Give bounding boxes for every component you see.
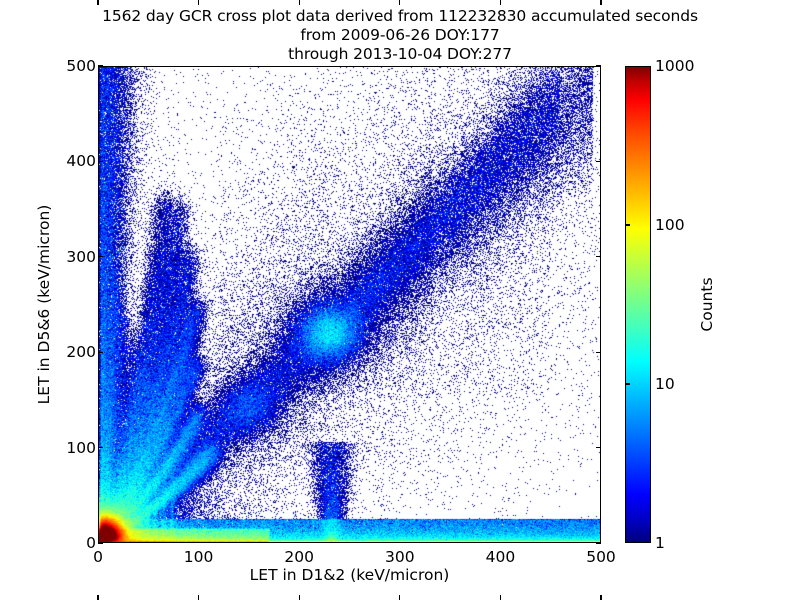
y-tick-label: 400 bbox=[66, 152, 96, 171]
y-tick-mark bbox=[596, 65, 601, 67]
y-tick-label: 200 bbox=[66, 343, 96, 362]
x-tick-mark bbox=[198, 0, 200, 5]
x-tick-mark bbox=[600, 595, 602, 600]
colorbar-tick-mark bbox=[625, 224, 630, 226]
x-tick-mark bbox=[298, 0, 300, 5]
y-tick-mark bbox=[98, 256, 103, 258]
y-tick-mark bbox=[596, 256, 601, 258]
x-tick-mark bbox=[600, 0, 602, 5]
colorbar bbox=[625, 66, 651, 543]
plot-title-line-3: through 2013-10-04 DOY:277 bbox=[288, 45, 512, 63]
x-tick-label: 100 bbox=[183, 548, 214, 566]
y-tick-mark bbox=[596, 447, 601, 449]
y-tick-label: 0 bbox=[86, 534, 96, 552]
x-tick-mark bbox=[499, 0, 501, 5]
x-tick-label: 400 bbox=[485, 548, 516, 566]
y-tick-mark bbox=[98, 542, 103, 544]
x-tick-mark bbox=[399, 595, 401, 600]
x-tick-mark bbox=[97, 595, 99, 600]
x-tick-mark bbox=[97, 0, 99, 5]
x-tick-mark bbox=[198, 595, 200, 600]
x-tick-label: 200 bbox=[284, 548, 314, 566]
y-tick-mark bbox=[596, 351, 601, 353]
colorbar-tick-mark bbox=[625, 383, 630, 385]
colorbar-tick-label: 1000 bbox=[655, 57, 695, 75]
x-tick-mark bbox=[399, 0, 401, 5]
plot-title-line-2: from 2009-06-26 DOY:177 bbox=[300, 26, 500, 44]
y-tick-label: 100 bbox=[66, 438, 96, 457]
x-tick-label: 300 bbox=[385, 548, 415, 566]
plot-title-line-1: 1562 day GCR cross plot data derived fro… bbox=[102, 7, 698, 25]
y-tick-label: 300 bbox=[66, 247, 96, 266]
y-tick-mark bbox=[98, 447, 103, 449]
x-tick-mark bbox=[298, 595, 300, 600]
plot-title: 1562 day GCR cross plot data derived fro… bbox=[0, 7, 800, 64]
scatter-density-plot bbox=[99, 67, 600, 542]
colorbar-tick-label: 100 bbox=[655, 216, 685, 234]
x-axis-label: LET in D1&2 (keV/micron) bbox=[249, 566, 450, 584]
y-tick-mark bbox=[98, 160, 103, 162]
y-tick-mark bbox=[98, 351, 103, 353]
y-tick-mark bbox=[596, 160, 601, 162]
y-tick-mark bbox=[98, 65, 103, 67]
x-tick-label: 500 bbox=[586, 548, 616, 566]
colorbar-label: Counts bbox=[698, 277, 716, 332]
colorbar-tick-label: 10 bbox=[655, 375, 675, 393]
plot-axes bbox=[98, 66, 601, 543]
x-tick-label: 0 bbox=[93, 548, 103, 566]
y-tick-label: 500 bbox=[66, 57, 96, 75]
y-tick-mark bbox=[596, 542, 601, 544]
y-axis-label: LET in D5&6 (keV/micron) bbox=[35, 204, 53, 405]
x-tick-mark bbox=[499, 595, 501, 600]
colorbar-tick-label: 1 bbox=[655, 534, 665, 552]
